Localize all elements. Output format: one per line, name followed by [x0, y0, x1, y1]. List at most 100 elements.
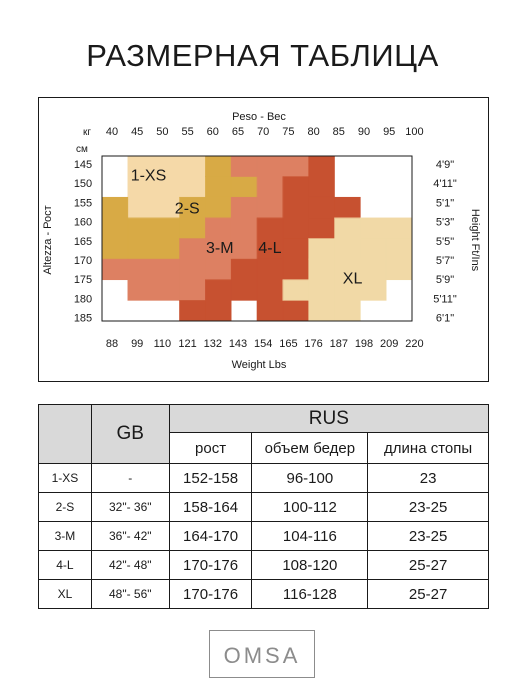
lbs-tick-label: 154	[254, 338, 272, 350]
right-axis-title: Height Ft/Ins	[469, 209, 481, 272]
table-row: 4-L 42"- 48" 170-176 108-120 25-27	[38, 550, 489, 580]
lbs-tick-label: 132	[204, 338, 222, 350]
cell-hips: 104-116	[251, 521, 369, 551]
cell-height: 170-176	[168, 550, 253, 580]
kg-tick-label: 90	[358, 126, 370, 138]
cell-foot: 23-25	[367, 492, 489, 522]
size-region-4-l	[282, 238, 309, 280]
cell-size: XL	[38, 579, 92, 609]
lbs-tick-label: 165	[279, 338, 297, 350]
omsa-logo-icon: OMSA	[224, 643, 301, 668]
size-region-3-m	[205, 217, 232, 260]
cell-foot: 23-25	[367, 521, 489, 551]
cell-hips: 100-112	[251, 492, 369, 522]
ftin-tick-label: 6'1"	[436, 313, 454, 325]
size-region-xl	[360, 217, 412, 239]
lbs-tick-label: 187	[330, 338, 348, 350]
kg-tick-label: 50	[156, 126, 168, 138]
kg-tick-label: 85	[333, 126, 345, 138]
cm-tick-label: 165	[74, 236, 92, 248]
size-region-xl	[308, 259, 335, 321]
header-foot: длина стопы	[367, 432, 489, 464]
cell-size: 4-L	[38, 550, 92, 580]
cell-height: 170-176	[168, 579, 253, 609]
header-hips: объем бедер	[251, 432, 369, 464]
size-region-4-l	[257, 259, 283, 321]
size-label: 4-L	[258, 240, 281, 257]
top-axis-title: Peso - Вес	[232, 111, 286, 123]
kg-tick-label: 60	[207, 126, 219, 138]
cm-tick-label: 155	[74, 197, 92, 209]
size-region-xl	[386, 238, 412, 280]
size-region-1-xs	[179, 156, 206, 177]
ftin-tick-label: 5'9"	[436, 274, 454, 286]
size-label: 3-M	[206, 240, 234, 257]
size-region-1-xs	[127, 156, 180, 218]
cm-tick-label: 180	[74, 293, 92, 305]
size-chart: 1-XS 2-S 3-M 4-L XL Peso - Вес кг см Altezza…	[42, 111, 481, 371]
table-row: 1-XS - 152-158 96-100 23	[38, 463, 489, 493]
size-region-4-l	[257, 217, 283, 260]
cell-gb: 48"- 56"	[90, 579, 170, 609]
size-region-xl	[308, 238, 335, 260]
lbs-tick-label: 198	[355, 338, 373, 350]
size-region-4-l	[308, 156, 335, 198]
lbs-tick-label: 220	[405, 338, 423, 350]
size-region-2-s	[127, 217, 180, 260]
left-axis-title: Altezza - Рост	[42, 205, 54, 274]
table-row: 3-M 36"- 42" 164-170 104-116 23-25	[38, 521, 489, 551]
header-gb: GB	[90, 404, 170, 464]
size-region-2-s	[231, 176, 257, 198]
cell-gb: 36"- 42"	[90, 521, 170, 551]
kg-tick-label: 40	[106, 126, 118, 138]
cell-foot: 23	[367, 463, 489, 493]
table-row: XL 48"- 56" 170-176 116-128 25-27	[38, 579, 489, 609]
size-region-4-l	[231, 259, 257, 301]
header-height: рост	[168, 432, 253, 464]
lbs-tick-label: 99	[131, 338, 143, 350]
size-label: 2-S	[175, 201, 200, 218]
cell-foot: 25-27	[367, 579, 489, 609]
bottom-axis-title: Weight Lbs	[232, 359, 287, 371]
size-region-4-l	[282, 176, 309, 239]
size-table: GB RUS рост объем бедер длина стопы 1-XS…	[38, 404, 490, 609]
cm-tick-label: 185	[74, 313, 92, 325]
cm-tick-label: 175	[74, 274, 92, 286]
cell-hips: 96-100	[251, 463, 369, 493]
kg-tick-label: 65	[232, 126, 244, 138]
cell-size: 3-M	[38, 521, 92, 551]
size-region-2-s	[179, 197, 206, 239]
ftin-tick-label: 5'11"	[433, 293, 457, 305]
logo-text: OMSA	[224, 643, 301, 668]
size-region-xl	[334, 259, 387, 301]
size-region-4-l	[205, 279, 232, 321]
lbs-tick-label: 121	[178, 338, 196, 350]
size-region-4-l	[282, 300, 309, 321]
plot-border	[101, 155, 413, 322]
size-region-3-m	[127, 259, 180, 301]
size-region-2-s	[205, 176, 232, 198]
ftin-tick-label: 5'7"	[436, 255, 454, 267]
kg-tick-label: 95	[383, 126, 395, 138]
size-region-1-xs	[179, 176, 206, 198]
ftin-tick-label: 5'1"	[436, 197, 454, 209]
cm-tick-label: 160	[74, 217, 92, 229]
lbs-tick-label: 209	[380, 338, 398, 350]
lbs-tick-label: 143	[229, 338, 247, 350]
cell-hips: 116-128	[251, 579, 369, 609]
cm-tick-label: 145	[74, 159, 92, 171]
size-region-4-l	[308, 217, 335, 239]
cell-foot: 25-27	[367, 550, 489, 580]
cell-hips: 108-120	[251, 550, 369, 580]
size-label: 1-XS	[131, 168, 167, 185]
size-region-xl	[334, 300, 361, 321]
brand-logo: OMSA	[209, 630, 315, 678]
kg-tick-label: 80	[307, 126, 319, 138]
size-label: XL	[343, 271, 363, 288]
size-region-3-m	[231, 156, 257, 177]
cell-size: 1-XS	[38, 463, 92, 493]
size-region-xl	[282, 279, 309, 301]
cell-height: 152-158	[168, 463, 253, 493]
cell-height: 158-164	[168, 492, 253, 522]
ftin-tick-label: 5'5"	[436, 236, 454, 248]
